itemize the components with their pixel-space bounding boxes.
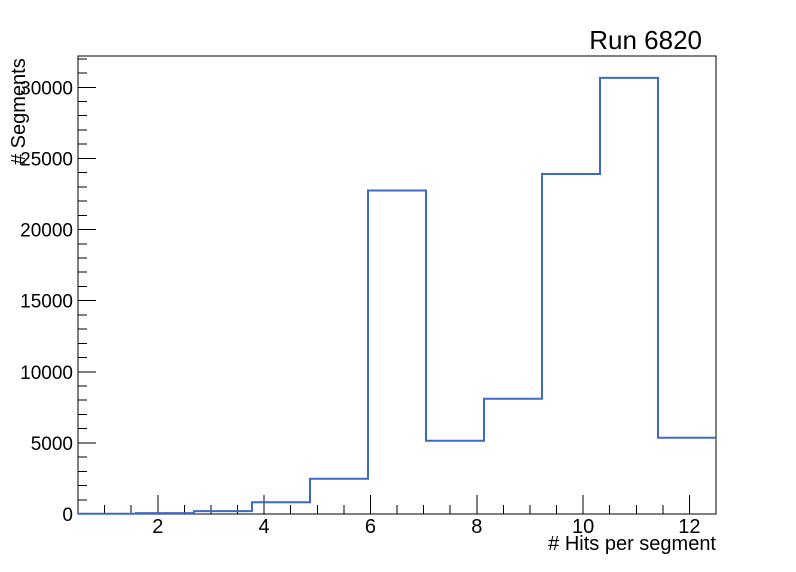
x-tick-label: 12 [678, 516, 700, 538]
histogram-line [78, 76, 716, 515]
x-tick-label: 4 [259, 516, 270, 538]
tick-labels-layer: 0 5000 10000 15000 20000 25000 30000 2 4 6 8 10 12 [20, 78, 700, 538]
y-tick-label: 30000 [20, 78, 73, 99]
y-tick-label: 25000 [20, 149, 73, 170]
x-tick-label: 10 [572, 516, 594, 538]
y-tick-label: 15000 [20, 292, 73, 313]
x-tick-label: 8 [471, 516, 482, 538]
y-tick-label: 20000 [20, 221, 73, 242]
y-axis-title: # Segments [8, 58, 30, 165]
y-tick-label: 5000 [31, 434, 73, 455]
y-tick-label: 10000 [20, 363, 73, 384]
ticks-layer [78, 58, 690, 515]
chart-title: Run 6820 [589, 25, 702, 55]
x-tick-label: 2 [152, 516, 163, 538]
x-tick-label: 6 [365, 516, 376, 538]
plot-frame [77, 55, 717, 515]
x-axis-title: # Hits per segment [548, 533, 716, 555]
y-tick-label: 0 [62, 505, 73, 526]
